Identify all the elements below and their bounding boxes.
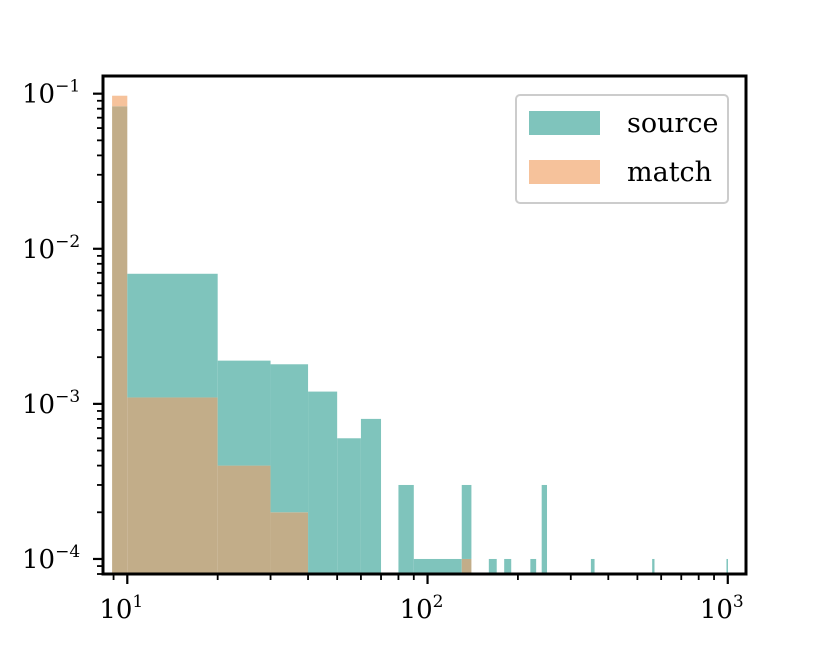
source-bar xyxy=(504,558,512,574)
legend-label-source: source xyxy=(627,108,719,139)
ticks-layer: 101 102 103 10−1 10−2 10−3 10−4 xyxy=(22,77,744,625)
x-tick-label: 101 xyxy=(99,592,143,625)
y-tick-label: 10−1 xyxy=(22,77,80,110)
bars-layer xyxy=(112,95,728,574)
source-bar xyxy=(726,558,728,574)
source-bar xyxy=(488,558,497,574)
source-bar xyxy=(461,484,472,559)
source-bar xyxy=(530,558,537,574)
source-bar xyxy=(413,558,462,574)
match-bar xyxy=(112,95,128,107)
overlap-bar xyxy=(112,106,128,574)
source-bar xyxy=(337,438,361,574)
source-bar xyxy=(360,418,382,574)
source-bar xyxy=(398,484,414,574)
source-bar xyxy=(270,364,309,513)
y-tick-label: 10−4 xyxy=(22,542,80,575)
source-bar xyxy=(652,558,655,574)
source-bar xyxy=(590,558,595,574)
legend: source match xyxy=(515,94,729,204)
y-tick-label: 10−3 xyxy=(22,387,80,420)
legend-label-match: match xyxy=(627,157,712,188)
plot-frame xyxy=(101,74,748,576)
y-tick-label: 10−2 xyxy=(22,232,80,265)
source-bar xyxy=(217,360,271,466)
overlap-bar xyxy=(461,558,472,574)
source-bar xyxy=(308,391,338,574)
overlap-bar xyxy=(217,465,271,574)
x-tick-label: 103 xyxy=(700,592,744,625)
overlap-bar xyxy=(270,512,309,574)
source-bar xyxy=(127,273,218,398)
source-bar xyxy=(541,484,548,574)
x-tick-label: 102 xyxy=(400,592,444,625)
legend-swatch-match xyxy=(529,160,600,184)
overlap-bar xyxy=(127,397,218,574)
legend-swatch-source xyxy=(529,111,600,135)
